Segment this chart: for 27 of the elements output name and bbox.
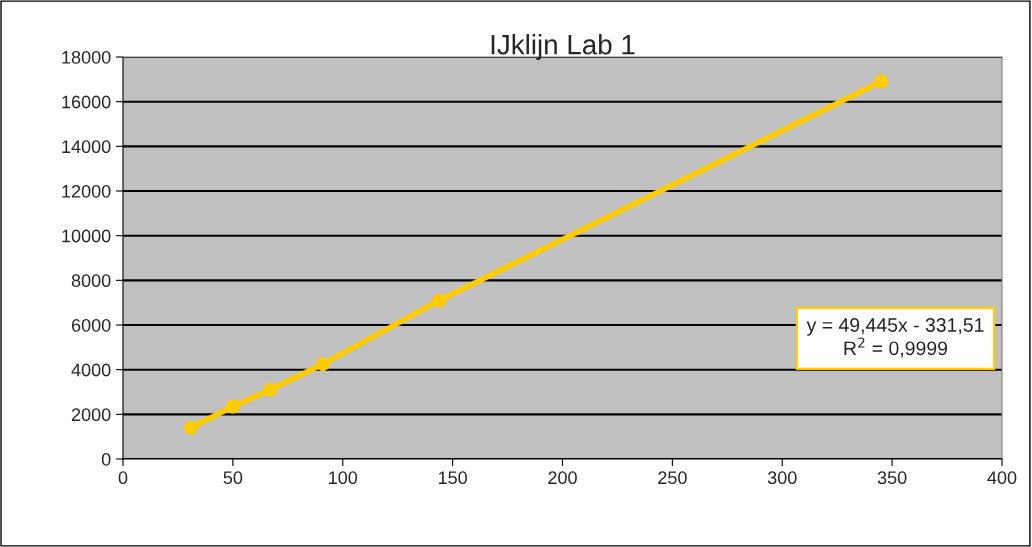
x-tick-label: 400 [987, 471, 1017, 485]
point [184, 420, 199, 435]
point [874, 74, 889, 89]
x-tick-label: 250 [658, 471, 687, 485]
y-tick-label: 12000 [62, 184, 111, 198]
y-tick-label: 6000 [71, 318, 111, 332]
x-tick-label: 350 [877, 471, 907, 485]
y-tick-label: 14000 [62, 140, 111, 154]
x-tick-label: 0 [118, 471, 128, 485]
y-tick-label: 8000 [71, 274, 111, 288]
chart-title: IJklijn Lab 1 [491, 34, 635, 60]
x-tick-label: 200 [548, 471, 577, 485]
y-tick-label: 18000 [62, 50, 111, 64]
y-tick-label: 10000 [62, 229, 111, 243]
x-tick-label: 150 [438, 471, 467, 485]
point [316, 357, 330, 372]
y-tick-label: 16000 [62, 95, 111, 109]
x-tick-label: 50 [223, 471, 243, 485]
point [432, 293, 447, 308]
y-tick-label: 0 [101, 452, 111, 466]
x-tick-label: 300 [767, 471, 797, 485]
y-tick-label: 2000 [71, 408, 111, 422]
x-tick-label: 100 [329, 471, 358, 485]
annotation: y = 49,445x - 331,51 R$^{2}$ = 0,9999 [806, 318, 984, 358]
point [225, 399, 240, 414]
point [263, 382, 278, 397]
y-tick-label: 4000 [71, 363, 111, 377]
